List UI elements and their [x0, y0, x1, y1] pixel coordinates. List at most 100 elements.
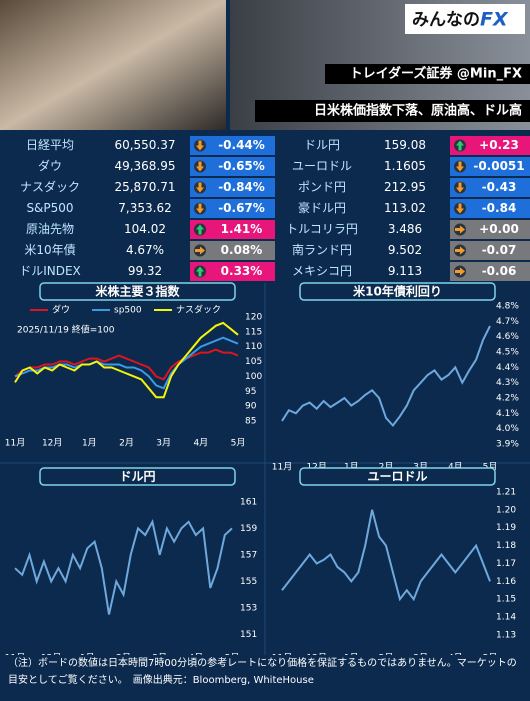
row-value: 159.08 — [384, 138, 426, 152]
arrow — [196, 182, 204, 193]
row-change: -0.06 — [482, 264, 517, 278]
x-tick-label: 12月 — [42, 438, 62, 449]
y-tick-label: 4.8% — [496, 302, 519, 312]
arrow — [196, 224, 204, 235]
y-tick-label: 4.1% — [496, 409, 519, 419]
row-value: 3.486 — [388, 222, 422, 236]
x-tick-label: 2月 — [379, 462, 394, 473]
arrow — [196, 161, 204, 172]
x-tick-label: 4月 — [448, 462, 463, 473]
row-value: 9.502 — [388, 243, 422, 257]
account-box — [325, 64, 530, 84]
x-tick-label: 2月 — [119, 438, 134, 449]
row-value: 4.67% — [126, 243, 164, 257]
footer-note: （注）ボードの数値は日本時間7時00分頃の参考レートになり価格を保証するものでは… — [0, 655, 530, 701]
y-tick-label: 4.7% — [496, 317, 519, 327]
change-cell — [450, 178, 530, 197]
x-tick-label: 1月 — [82, 438, 97, 449]
x-tick-label: 11月 — [272, 462, 292, 473]
title-box — [39, 282, 236, 301]
board: みんなの FX トレイダーズ証券 @Min_FX 日米株価指数下落、原油高、ドル… — [0, 0, 530, 655]
y-tick-label: 3.9% — [496, 439, 519, 449]
series-line — [281, 509, 491, 602]
series-line — [14, 321, 239, 399]
y-tick-label: 85 — [245, 417, 256, 427]
row-change: -0.43 — [482, 180, 517, 194]
x-tick-label: 1月 — [80, 653, 95, 656]
arrow — [196, 140, 204, 151]
y-tick-label: 4.5% — [496, 348, 519, 358]
y-tick-label: 95 — [245, 387, 256, 397]
change-cell — [190, 262, 275, 281]
y-tick-label: 1.20 — [496, 505, 516, 515]
arrow — [196, 203, 204, 214]
row-name: トルコリラ円 — [286, 222, 358, 236]
logo-mark: FX — [480, 9, 509, 31]
change-cell — [190, 220, 275, 239]
row-name: ナスダック — [20, 179, 80, 194]
legend-label: ナスダック — [176, 304, 221, 316]
y-tick-label: 1.16 — [496, 577, 516, 587]
row-change: 0.08% — [221, 243, 263, 257]
y-tick-label: 161 — [240, 497, 257, 507]
change-cell — [450, 136, 530, 155]
row-name: 豪ドル円 — [298, 200, 346, 215]
x-tick-label: 5月 — [231, 438, 246, 449]
y-tick-label: 4.6% — [496, 332, 519, 342]
x-tick-label: 4月 — [193, 438, 208, 449]
series-line — [14, 336, 239, 390]
row-name: 原油先物 — [26, 222, 74, 236]
row-value: 25,870.71 — [114, 180, 175, 194]
change-cell — [190, 136, 275, 155]
legend-label: sp500 — [114, 306, 142, 316]
x-tick-label: 12月 — [41, 653, 61, 656]
arrow — [196, 266, 204, 277]
x-tick-label: 3月 — [413, 462, 428, 473]
headline-box — [255, 100, 530, 122]
row-change: -0.67% — [218, 201, 265, 215]
change-cell — [190, 241, 275, 260]
x-tick-label: 4月 — [188, 653, 203, 656]
change-cell — [450, 220, 530, 239]
row-value: 99.32 — [128, 264, 162, 278]
arrow — [456, 182, 464, 193]
x-tick-label: 3月 — [413, 653, 428, 656]
account: トレイダーズ証券 @Min_FX — [350, 66, 522, 82]
title-box — [39, 467, 236, 486]
y-tick-label: 4.0% — [496, 424, 519, 434]
arrow — [455, 225, 465, 234]
row-change: -0.84% — [218, 180, 265, 194]
x-tick-label: 1月 — [344, 462, 359, 473]
y-tick-label: 120 — [245, 312, 262, 322]
y-tick-label: 100 — [245, 372, 262, 382]
row-change: -0.65% — [218, 159, 265, 173]
y-tick-label: 90 — [245, 402, 257, 412]
row-name: 米10年債 — [24, 242, 75, 257]
arrow — [455, 267, 465, 276]
x-tick-label: 11月 — [272, 653, 292, 656]
row-value: 7,353.62 — [118, 201, 171, 215]
logo: みんなの — [412, 10, 480, 30]
x-tick-label: 11月 — [5, 653, 25, 656]
x-tick-label: 3月 — [156, 438, 171, 449]
change-cell — [450, 262, 530, 281]
row-name: 日経平均 — [26, 138, 74, 152]
x-tick-label: 2月 — [116, 653, 131, 656]
row-name: S&P500 — [26, 201, 73, 215]
row-change: +0.00 — [479, 222, 519, 236]
y-tick-label: 159 — [240, 524, 257, 534]
x-tick-label: 5月 — [225, 653, 240, 656]
y-tick-label: 1.15 — [496, 595, 516, 605]
row-name: 南ランド円 — [292, 242, 352, 257]
logo-box — [405, 4, 525, 34]
row-change: -0.44% — [218, 138, 265, 152]
row-name: ポンド円 — [298, 180, 346, 194]
y-tick-label: 110 — [245, 342, 262, 352]
row-value: 212.95 — [384, 180, 426, 194]
y-tick-label: 1.18 — [496, 541, 516, 551]
arrow — [456, 203, 464, 214]
row-value: 9.113 — [388, 264, 422, 278]
row-value: 113.02 — [384, 201, 426, 215]
x-tick-label: 2月 — [379, 653, 394, 656]
